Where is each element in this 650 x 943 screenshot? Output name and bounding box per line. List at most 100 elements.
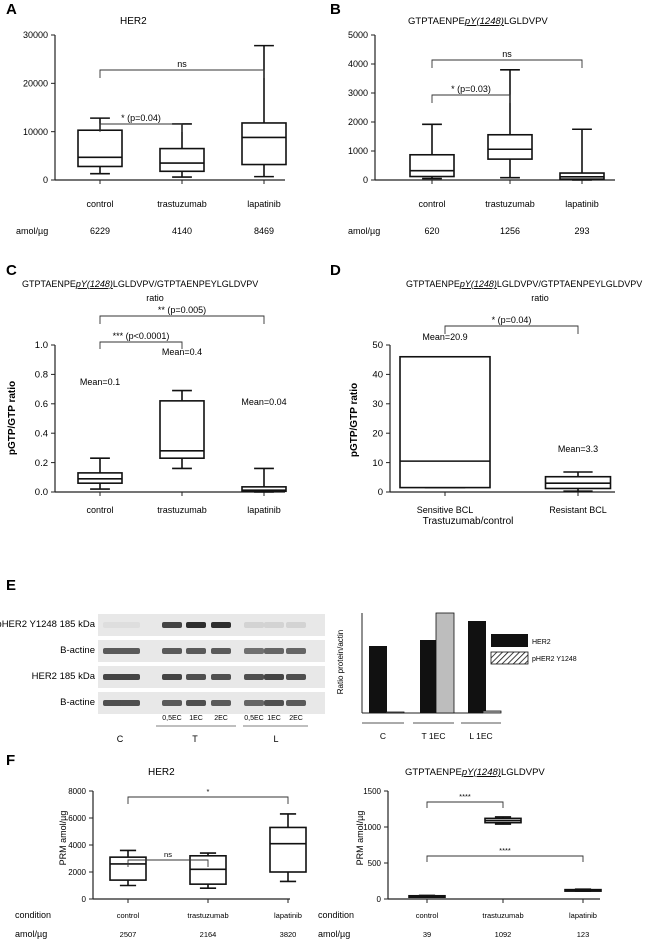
- panel-b-boxplot: GTPTAENPEpY(1248)LGLDVPV amol/µg 0 1000 20…: [348, 16, 615, 236]
- panel-f-left-significance-bracket: [127, 859, 209, 867]
- panel-b-title: GTPTAENPEpY(1248)LGLDVPV: [408, 16, 548, 27]
- panel-b-row-value: 1256: [500, 226, 520, 236]
- panel-c-category-label: trastuzumab: [157, 505, 207, 515]
- panel-f-left-y-tick-label: 4000: [68, 841, 86, 850]
- panel-c-significance-bracket: [99, 315, 265, 324]
- blot-band: [162, 622, 182, 628]
- panel-f-left-row-value: 3820: [280, 930, 297, 939]
- panel-b-y-tick-label: 3000: [348, 88, 368, 98]
- panel-b-title-pre: GTPTAENPE: [408, 16, 465, 27]
- panel-f-right-y-tick-label: 0: [377, 895, 382, 904]
- panel-a-title: HER2: [120, 16, 147, 27]
- panel-a-row-value: 6229: [90, 226, 110, 236]
- panel-f-left-significance-label: ns: [164, 850, 172, 859]
- bar-pher2: [435, 612, 455, 714]
- blot-group-label-t: T: [192, 734, 198, 744]
- panel-a-y-tick-label: 30000: [23, 30, 48, 40]
- blot-band: [162, 674, 182, 680]
- panel-b-row-label: amol/µg: [348, 226, 380, 236]
- panel-d-x-axis-label: Trastuzumab/control: [423, 516, 514, 527]
- panel-b-box: [487, 133, 533, 160]
- panel-b-category-label: trastuzumab: [485, 199, 535, 209]
- blot-row-label-4: B-actine: [60, 697, 95, 708]
- panel-f-left-row-value: 2507: [120, 930, 137, 939]
- blot-lane-label-5: 1EC: [267, 715, 281, 722]
- panel-b-significance-label: ns: [502, 49, 512, 59]
- panel-c-y-axis-label: pGTP/GTP ratio: [7, 381, 18, 455]
- panel-label-c: C: [6, 262, 17, 279]
- panel-a-significance-label: * (p=0.04): [121, 113, 161, 123]
- blot-band: [103, 648, 123, 654]
- panel-b-category-label: lapatinib: [565, 199, 599, 209]
- panel-d-y-tick-label: 40: [372, 370, 383, 381]
- panel-f-left-y-tick-label: 6000: [68, 814, 86, 823]
- panel-a-significance-bracket: [99, 123, 183, 132]
- blot-band: [264, 622, 284, 628]
- panel-c-mean-label: Mean=0.04: [241, 397, 286, 407]
- blot-band: [286, 622, 306, 628]
- panel-f-left-y-tick-label: 0: [82, 895, 87, 904]
- panel-e-category-label: T 1EC: [422, 731, 446, 741]
- panel-f-right-title: GTPTAENPEpY(1248)LGLDVPV: [405, 767, 545, 778]
- panel-f-right-category-label: lapatinib: [569, 911, 597, 920]
- panel-d-significance-label: * (p=0.04): [492, 315, 532, 325]
- panel-c-title-mod: pY(1248): [75, 279, 113, 289]
- panel-d-y-tick-label: 50: [372, 340, 383, 351]
- blot-band: [244, 648, 264, 654]
- panel-f-left-category-label: lapatinib: [274, 911, 302, 920]
- panel-f-right-boxplot: GTPTAENPEpY(1248)LGLDVPV PRM amol/µg con…: [318, 767, 602, 939]
- blot-band: [244, 622, 264, 628]
- blot-row-label-3: HER2 185 kDa: [32, 671, 96, 682]
- panel-b-y-tick-label: 2000: [348, 117, 368, 127]
- panel-c-category-label: lapatinib: [247, 505, 281, 515]
- panel-c-significance-label: *** (p<0.0001): [113, 331, 170, 341]
- panel-b-title-post: LGLDVPV: [504, 16, 548, 27]
- panel-d-title-pre: GTPTAENPE: [406, 279, 460, 289]
- blot-lane-label-1: 0,5EC: [162, 715, 181, 722]
- panel-b-title-mod: pY(1248): [464, 16, 504, 27]
- blot-band: [244, 674, 264, 680]
- bar-pher2: [482, 710, 502, 714]
- panel-d-y-tick-label: 10: [372, 458, 383, 469]
- blot-band: [162, 648, 182, 654]
- panel-c-mean-label: Mean=0.4: [162, 347, 202, 357]
- panel-f-right-y-tick-label: 500: [368, 859, 382, 868]
- panel-c-title-pre: GTPTAENPE: [22, 279, 76, 289]
- panel-c-significance-bracket: [99, 341, 183, 349]
- panel-f-right-row-value: 1092: [495, 930, 512, 939]
- blot-lane-label-6: 2EC: [289, 715, 303, 722]
- panel-c-y-tick-label: 0.8: [35, 370, 48, 381]
- panel-b-row-value: 293: [574, 226, 589, 236]
- panel-b-row-value: 620: [424, 226, 439, 236]
- panel-a-significance-bracket: [99, 69, 265, 78]
- panel-f-right-y-tick-label: 1000: [363, 823, 381, 832]
- panel-f-right-title-mod: pY(1248): [461, 767, 501, 778]
- panel-f-left-row-label: amol/µg: [15, 929, 47, 939]
- panel-f-left-title: HER2: [148, 767, 175, 778]
- legend-label-pher2: pHER2 Y1248: [532, 656, 577, 663]
- panel-b-significance-bracket: [431, 59, 583, 68]
- legend-swatch-her2: [491, 634, 528, 647]
- panel-a-row-value: 8469: [254, 226, 274, 236]
- panel-a-row-value: 4140: [172, 226, 192, 236]
- panel-c-title-ratio: ratio: [146, 293, 164, 303]
- blot-group-label-l: L: [273, 734, 278, 744]
- panel-d-significance-bracket: [444, 325, 579, 334]
- western-blot: pHER2 Y1248 185 kDa B-actine HER2 185 kD…: [0, 614, 325, 744]
- panel-label-a: A: [6, 1, 17, 18]
- legend-label-her2: HER2: [532, 639, 551, 646]
- panel-b-significance-bracket: [431, 94, 511, 103]
- panel-a-significance-label: ns: [177, 59, 187, 69]
- panel-c-category-label: control: [86, 505, 113, 515]
- panel-f-left-significance-bracket: [127, 796, 289, 804]
- panel-a-y-tick-label: 0: [43, 175, 48, 185]
- blot-band: [211, 622, 231, 628]
- panel-a-category-label: control: [86, 199, 113, 209]
- blot-band: [244, 700, 264, 706]
- panel-f-left-boxplot: HER2 PRM amol/µg condition amol/µg 0 2000…: [15, 767, 307, 939]
- panel-e-barchart: Ratio protein/actin HER2 pHER2 Y1248 C T …: [336, 612, 577, 741]
- panel-d-mean-label: Mean=3.3: [558, 444, 598, 454]
- panel-b-y-tick-label: 0: [363, 175, 368, 185]
- blot-band: [186, 674, 206, 680]
